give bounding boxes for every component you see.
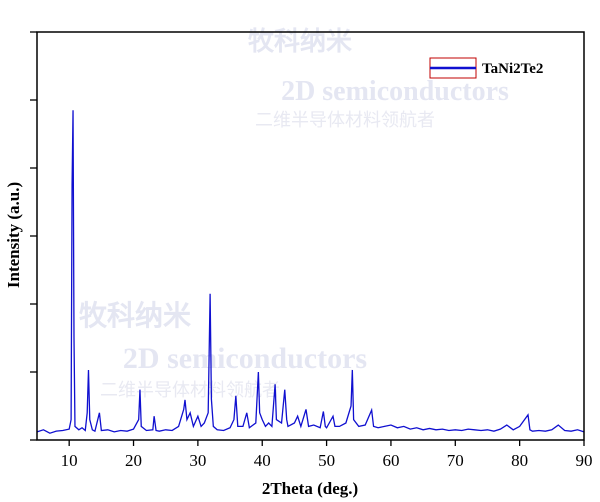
data-line xyxy=(36,110,585,434)
legend-label: TaNi2Te2 xyxy=(482,61,543,77)
x-tick-label: 40 xyxy=(254,451,271,470)
y-axis-label: Intensity (a.u.) xyxy=(4,182,23,288)
watermark: 2D semiconductors xyxy=(281,76,509,107)
watermark: 二维半导体材料领航者 xyxy=(255,110,435,130)
x-tick-label: 90 xyxy=(576,451,593,470)
x-tick-label: 10 xyxy=(61,451,78,470)
watermark: 牧科纳米 xyxy=(79,299,191,332)
watermark: 牧科纳米 xyxy=(248,26,352,56)
x-tick-label: 60 xyxy=(382,451,399,470)
x-tick-label: 50 xyxy=(318,451,335,470)
x-tick-label: 20 xyxy=(125,451,142,470)
x-tick-label: 80 xyxy=(511,451,528,470)
watermark: 2D semiconductors xyxy=(123,342,367,375)
watermark: 二维半导体材料领航者 xyxy=(100,380,280,400)
x-axis-label: 2Theta (deg.) xyxy=(262,479,358,498)
x-tick-label: 70 xyxy=(447,451,464,470)
x-tick-label: 30 xyxy=(189,451,206,470)
